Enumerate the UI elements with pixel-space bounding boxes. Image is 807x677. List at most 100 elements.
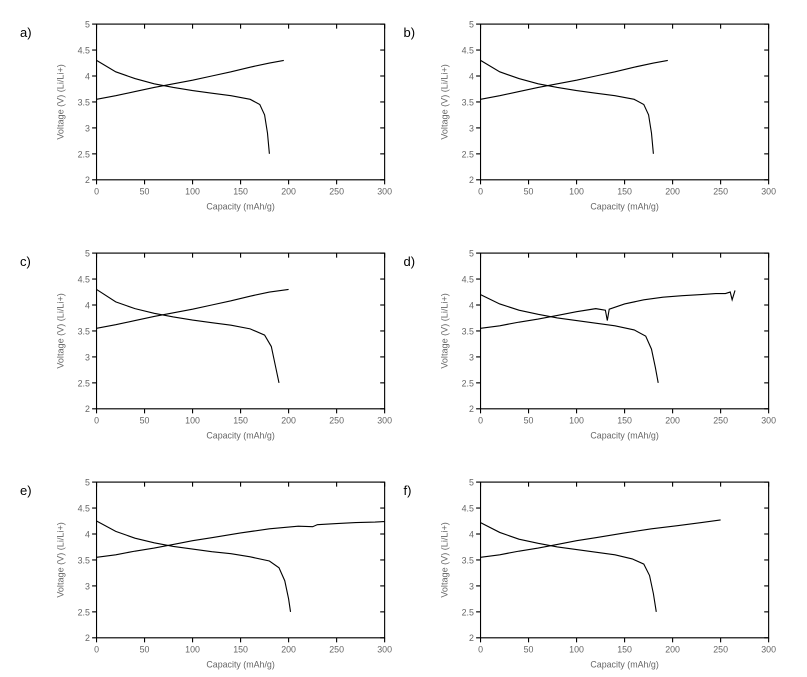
svg-text:Voltage (V) (Li/Li+): Voltage (V) (Li/Li+)	[439, 293, 449, 368]
svg-text:Voltage (V) (Li/Li+): Voltage (V) (Li/Li+)	[55, 293, 65, 368]
svg-text:2.5: 2.5	[461, 378, 473, 388]
chart-d: 05010015020025030022.533.544.55Capacity …	[434, 244, 778, 443]
panel-a: a) 05010015020025030022.533.544.55Capaci…	[50, 15, 394, 214]
panel-e: e) 05010015020025030022.533.544.55Capaci…	[50, 473, 394, 672]
svg-text:200: 200	[665, 415, 680, 425]
svg-text:50: 50	[523, 186, 533, 196]
panel-label-f: f)	[404, 483, 412, 498]
curve-discharge	[97, 289, 279, 382]
svg-text:2: 2	[85, 633, 90, 643]
svg-text:4.5: 4.5	[78, 45, 90, 55]
svg-text:250: 250	[713, 644, 728, 654]
panel-label-a: a)	[20, 25, 32, 40]
curve-charge	[97, 60, 284, 99]
svg-text:50: 50	[140, 186, 150, 196]
svg-text:50: 50	[523, 415, 533, 425]
svg-text:200: 200	[281, 644, 296, 654]
svg-text:4: 4	[85, 71, 90, 81]
chart-f: 05010015020025030022.533.544.55Capacity …	[434, 473, 778, 672]
svg-text:4: 4	[468, 529, 473, 539]
curve-discharge	[480, 60, 653, 153]
svg-text:50: 50	[523, 644, 533, 654]
svg-text:250: 250	[713, 186, 728, 196]
svg-text:150: 150	[617, 415, 632, 425]
svg-text:Voltage (V) (Li/Li+): Voltage (V) (Li/Li+)	[55, 64, 65, 139]
svg-text:100: 100	[185, 186, 200, 196]
svg-text:100: 100	[569, 644, 584, 654]
svg-text:4.5: 4.5	[78, 503, 90, 513]
svg-text:Voltage (V) (Li/Li+): Voltage (V) (Li/Li+)	[439, 522, 449, 597]
chart-c: 05010015020025030022.533.544.55Capacity …	[50, 244, 394, 443]
svg-text:100: 100	[185, 415, 200, 425]
svg-text:5: 5	[468, 248, 473, 258]
svg-text:3: 3	[468, 581, 473, 591]
svg-text:50: 50	[140, 644, 150, 654]
svg-text:3: 3	[468, 352, 473, 362]
panel-f: f) 05010015020025030022.533.544.55Capaci…	[434, 473, 778, 672]
svg-text:200: 200	[665, 186, 680, 196]
svg-text:3.5: 3.5	[78, 326, 90, 336]
svg-text:4.5: 4.5	[461, 503, 473, 513]
figure-grid: a) 05010015020025030022.533.544.55Capaci…	[0, 0, 807, 670]
svg-text:2: 2	[85, 404, 90, 414]
chart-e: 05010015020025030022.533.544.55Capacity …	[50, 473, 394, 672]
svg-text:Voltage (V) (Li/Li+): Voltage (V) (Li/Li+)	[439, 64, 449, 139]
svg-text:300: 300	[761, 644, 776, 654]
svg-text:2.5: 2.5	[78, 149, 90, 159]
svg-text:250: 250	[329, 415, 344, 425]
svg-text:2: 2	[85, 175, 90, 185]
chart-a: 05010015020025030022.533.544.55Capacity …	[50, 15, 394, 214]
svg-text:Capacity (mAh/g): Capacity (mAh/g)	[590, 659, 658, 669]
svg-text:250: 250	[713, 415, 728, 425]
svg-text:250: 250	[329, 186, 344, 196]
svg-text:3.5: 3.5	[461, 555, 473, 565]
panel-label-d: d)	[404, 254, 416, 269]
svg-text:0: 0	[478, 415, 483, 425]
panel-label-b: b)	[404, 25, 416, 40]
curve-discharge	[97, 60, 270, 153]
svg-text:2: 2	[468, 404, 473, 414]
panel-label-e: e)	[20, 483, 32, 498]
svg-text:100: 100	[569, 186, 584, 196]
svg-text:3.5: 3.5	[78, 555, 90, 565]
svg-text:4: 4	[468, 71, 473, 81]
svg-text:3.5: 3.5	[78, 97, 90, 107]
curve-charge	[97, 289, 289, 328]
svg-text:300: 300	[377, 415, 392, 425]
svg-text:3: 3	[85, 352, 90, 362]
svg-text:4.5: 4.5	[461, 45, 473, 55]
svg-text:Capacity (mAh/g): Capacity (mAh/g)	[206, 201, 274, 211]
curve-discharge	[97, 521, 291, 612]
svg-text:50: 50	[140, 415, 150, 425]
svg-text:2.5: 2.5	[461, 149, 473, 159]
svg-text:150: 150	[617, 644, 632, 654]
svg-text:Voltage (V) (Li/Li+): Voltage (V) (Li/Li+)	[55, 522, 65, 597]
svg-text:Capacity (mAh/g): Capacity (mAh/g)	[206, 430, 274, 440]
svg-text:2.5: 2.5	[461, 607, 473, 617]
svg-text:3.5: 3.5	[461, 97, 473, 107]
svg-text:150: 150	[233, 415, 248, 425]
svg-text:0: 0	[478, 644, 483, 654]
svg-text:0: 0	[94, 415, 99, 425]
svg-text:2: 2	[468, 175, 473, 185]
svg-text:0: 0	[478, 186, 483, 196]
svg-text:200: 200	[665, 644, 680, 654]
svg-text:3: 3	[468, 123, 473, 133]
svg-text:300: 300	[761, 415, 776, 425]
svg-text:150: 150	[233, 644, 248, 654]
panel-label-c: c)	[20, 254, 31, 269]
curve-discharge	[480, 522, 656, 611]
svg-text:150: 150	[233, 186, 248, 196]
svg-text:2.5: 2.5	[78, 378, 90, 388]
curve-discharge	[480, 295, 658, 383]
svg-text:2: 2	[468, 633, 473, 643]
svg-text:100: 100	[185, 644, 200, 654]
chart-b: 05010015020025030022.533.544.55Capacity …	[434, 15, 778, 214]
svg-text:200: 200	[281, 415, 296, 425]
svg-text:300: 300	[377, 644, 392, 654]
panel-b: b) 05010015020025030022.533.544.55Capaci…	[434, 15, 778, 214]
svg-text:0: 0	[94, 644, 99, 654]
svg-text:4: 4	[85, 529, 90, 539]
svg-text:5: 5	[468, 19, 473, 29]
svg-text:Capacity (mAh/g): Capacity (mAh/g)	[206, 659, 274, 669]
